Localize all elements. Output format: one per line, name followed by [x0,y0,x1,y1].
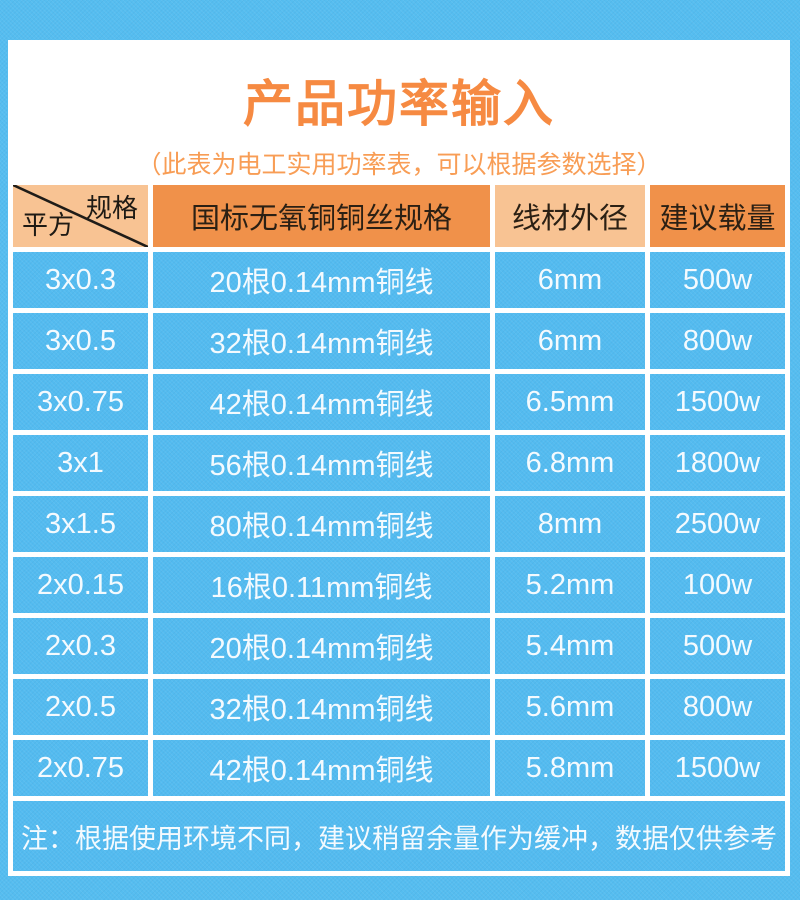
corner-label-spec: 规格 [85,193,138,223]
cell-diameter: 6mm [495,313,645,369]
cell-wire: 56根0.14mm铜线 [153,435,490,491]
cell-spec: 3x1 [13,435,148,491]
cell-spec: 2x0.15 [13,557,148,613]
cell-wire: 32根0.14mm铜线 [153,679,490,735]
cell-load: 800w [650,313,785,369]
table-row: 3x0.75 42根0.14mm铜线 6.5mm 1500w [13,374,785,430]
content-panel: 产品功率输入 （此表为电工实用功率表，可以根据参数选择） 规格 平方 国标无氧铜… [8,40,790,876]
table-row: 2x0.5 32根0.14mm铜线 5.6mm 800w [13,679,785,735]
cell-spec: 2x0.5 [13,679,148,735]
cell-wire: 20根0.14mm铜线 [153,252,490,308]
table-row: 3x1.5 80根0.14mm铜线 8mm 2500w [13,496,785,552]
cell-wire: 16根0.11mm铜线 [153,557,490,613]
corner-label-area: 平方 [22,210,75,240]
table-row: 3x0.5 32根0.14mm铜线 6mm 800w [13,313,785,369]
cell-load: 1500w [650,740,785,796]
cell-diameter: 5.4mm [495,618,645,674]
column-header-outer-diameter: 线材外径 [495,185,645,247]
cell-diameter: 5.6mm [495,679,645,735]
cell-load: 500w [650,252,785,308]
table-row: 3x0.3 20根0.14mm铜线 6mm 500w [13,252,785,308]
cell-wire: 32根0.14mm铜线 [153,313,490,369]
column-header-wire-spec: 国标无氧铜铜丝规格 [153,185,490,247]
page-title: 产品功率输入 [243,76,555,132]
cell-load: 2500w [650,496,785,552]
cell-load: 800w [650,679,785,735]
cell-diameter: 6mm [495,252,645,308]
spec-table: 规格 平方 国标无氧铜铜丝规格 线材外径 建议载量 3x0.3 20根0.14m… [8,185,790,876]
cell-wire: 42根0.14mm铜线 [153,374,490,430]
table-row: 2x0.75 42根0.14mm铜线 5.8mm 1500w [13,740,785,796]
cell-wire: 80根0.14mm铜线 [153,496,490,552]
cell-wire: 42根0.14mm铜线 [153,740,490,796]
cell-diameter: 8mm [495,496,645,552]
table-row: 3x1 56根0.14mm铜线 6.8mm 1800w [13,435,785,491]
cell-load: 500w [650,618,785,674]
cell-spec: 2x0.75 [13,740,148,796]
page-subtitle: （此表为电工实用功率表，可以根据参数选择） [136,151,662,179]
cell-load: 1500w [650,374,785,430]
cell-diameter: 5.8mm [495,740,645,796]
column-header-suggested-load: 建议载量 [650,185,785,247]
diagonal-divider-icon [13,185,148,247]
corner-header-cell: 规格 平方 [13,185,148,247]
table-row: 2x0.3 20根0.14mm铜线 5.4mm 500w [13,618,785,674]
cell-spec: 3x0.3 [13,252,148,308]
cell-diameter: 6.5mm [495,374,645,430]
cell-diameter: 6.8mm [495,435,645,491]
cell-spec: 2x0.3 [13,618,148,674]
title-block: 产品功率输入 （此表为电工实用功率表，可以根据参数选择） [8,40,790,185]
footnote: 注：根据使用环境不同，建议稍留余量作为缓冲，数据仅供参考 [13,801,785,871]
table-header-row: 规格 平方 国标无氧铜铜丝规格 线材外径 建议载量 [13,185,785,247]
cell-spec: 3x0.5 [13,313,148,369]
table-row: 2x0.15 16根0.11mm铜线 5.2mm 100w [13,557,785,613]
cell-spec: 3x0.75 [13,374,148,430]
cell-load: 100w [650,557,785,613]
cell-wire: 20根0.14mm铜线 [153,618,490,674]
cell-diameter: 5.2mm [495,557,645,613]
cell-spec: 3x1.5 [13,496,148,552]
cell-load: 1800w [650,435,785,491]
